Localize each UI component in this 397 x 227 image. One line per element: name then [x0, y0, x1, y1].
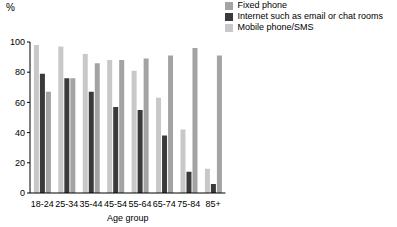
html-text:Internet such as email or chat: Internet such as email or chat rooms	[237, 11, 383, 21]
svg-text:75-84: 75-84	[177, 199, 200, 209]
svg-text:40: 40	[15, 128, 25, 138]
svg-text:25-34: 25-34	[55, 199, 78, 209]
svg-text:Age group: Age group	[107, 213, 149, 223]
html-text:Fixed phone: Fixed phone	[237, 0, 287, 10]
svg-text:60: 60	[15, 98, 25, 108]
svg-text:80: 80	[15, 67, 25, 77]
html-text:Mobile phone/SMS: Mobile phone/SMS	[237, 22, 314, 32]
svg-text:100: 100	[10, 37, 25, 47]
svg-text:0: 0	[20, 188, 25, 198]
svg-text:20: 20	[15, 158, 25, 168]
svg-text:65-74: 65-74	[153, 199, 176, 209]
svg-text:45-54: 45-54	[104, 199, 127, 209]
svg-text:35-44: 35-44	[80, 199, 103, 209]
svg-text:85+: 85+	[206, 199, 221, 209]
svg-text:18-24: 18-24	[31, 199, 54, 209]
svg-text:55-64: 55-64	[128, 199, 151, 209]
